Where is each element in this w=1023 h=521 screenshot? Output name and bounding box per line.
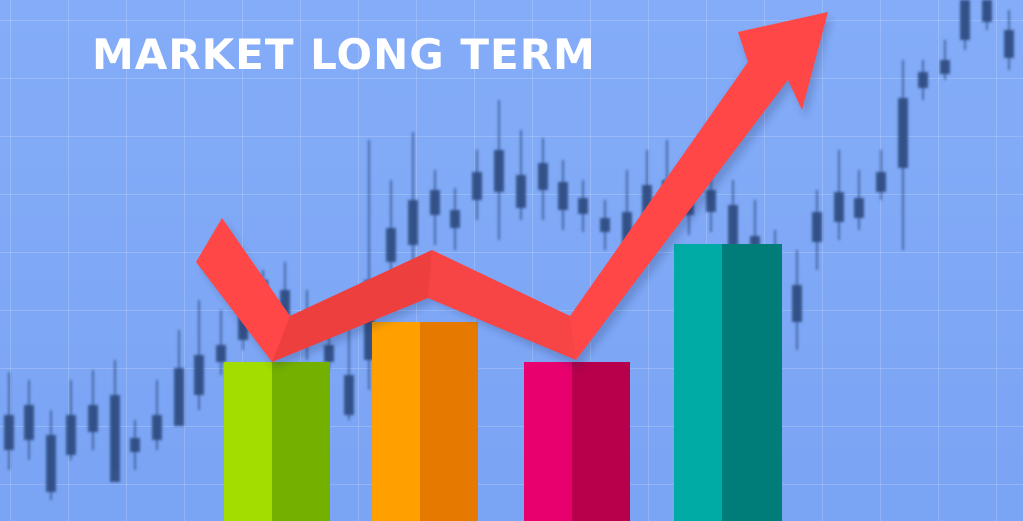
candlestick [516,130,526,220]
candlestick [960,0,970,50]
candlestick [600,200,610,250]
candlestick [898,60,908,250]
candlestick [812,190,822,270]
candlestick [558,160,568,230]
candle-body [792,285,802,322]
candle-body [960,0,970,40]
candlestick [876,150,886,200]
candle-body [918,72,928,88]
candle-body [516,175,526,208]
bar-chart [224,244,782,521]
candlestick [130,420,140,470]
candlestick [472,150,482,220]
candlestick [46,410,56,500]
candle-body [430,190,440,215]
candle-body [728,205,738,250]
candlestick [66,380,76,460]
candle-body [130,438,140,452]
candle-body [238,315,248,340]
candle-body [408,200,418,245]
candle-body [88,405,98,432]
candle-body [66,415,76,455]
candle-body [152,415,162,440]
candlestick [834,150,844,240]
candle-body [642,185,652,225]
candle-body [386,228,396,262]
candle-body [46,435,56,492]
candlestick [110,360,120,482]
candle-body [216,345,226,362]
candle-body [982,0,992,22]
candle-body [898,98,908,168]
candlestick [174,330,184,426]
candle-body [706,190,716,212]
candlestick [494,100,504,240]
candlestick [88,370,98,450]
candle-body [578,198,588,214]
candle-body [194,355,204,395]
bar-teal [674,244,782,521]
candlestick [982,0,992,30]
candlestick [940,40,950,80]
candle-body [750,236,760,248]
candle-body [4,415,14,450]
candlestick [538,138,548,220]
candle-body [344,375,354,415]
bar-magenta [524,362,630,521]
candle-body [812,212,822,242]
candlestick [152,380,162,450]
candle-body [600,218,610,232]
candlestick [578,180,588,232]
candlestick [408,132,418,270]
candlestick [792,250,802,350]
candlestick [24,380,34,460]
candlestick [386,180,396,280]
candle-body [538,163,548,190]
candle-body [24,405,34,440]
candle-body [324,345,334,362]
candlestick [216,310,226,375]
candle-body [876,172,886,192]
candle-body [940,60,950,74]
candlestick [854,170,864,230]
candle-body [558,182,568,210]
candlestick [4,372,14,470]
candle-body [622,212,632,250]
candle-body [110,395,120,482]
bar-orange [372,322,478,521]
candle-body [450,210,460,228]
candle-body [834,192,844,222]
bar-green [224,362,330,521]
trend-arrow-icon [196,12,828,362]
candle-body [1004,30,1014,58]
candlestick [430,170,440,245]
page-title: MARKET LONG TERM [92,30,596,79]
candle-body [472,172,482,200]
candlestick [194,300,204,410]
candle-body [494,150,504,192]
candlestick [450,188,460,250]
candle-body [854,198,864,218]
candle-body [174,368,184,426]
candlestick [1004,10,1014,70]
candlestick [918,60,928,100]
